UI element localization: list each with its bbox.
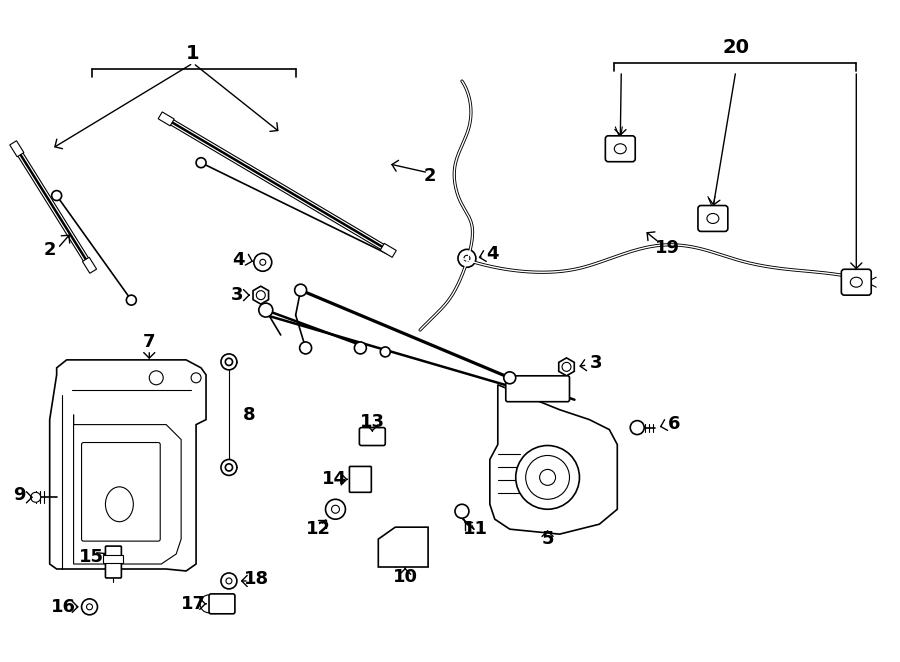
- Circle shape: [630, 420, 644, 434]
- Circle shape: [504, 372, 516, 384]
- Circle shape: [260, 260, 265, 265]
- Circle shape: [221, 459, 237, 475]
- Text: 16: 16: [51, 598, 76, 616]
- Ellipse shape: [105, 487, 133, 522]
- Circle shape: [225, 358, 232, 365]
- Text: 15: 15: [79, 548, 104, 566]
- Text: 3: 3: [590, 354, 603, 372]
- Text: 4: 4: [232, 252, 245, 269]
- Circle shape: [51, 191, 61, 201]
- Ellipse shape: [615, 144, 626, 154]
- Circle shape: [31, 493, 40, 502]
- Ellipse shape: [850, 277, 862, 287]
- Text: 14: 14: [322, 471, 347, 489]
- Circle shape: [221, 354, 237, 370]
- Circle shape: [562, 362, 571, 371]
- Circle shape: [149, 371, 163, 385]
- Polygon shape: [253, 286, 268, 304]
- Circle shape: [254, 254, 272, 271]
- FancyBboxPatch shape: [105, 546, 122, 578]
- Circle shape: [226, 578, 232, 584]
- Bar: [10, 141, 24, 157]
- FancyBboxPatch shape: [82, 442, 160, 541]
- Polygon shape: [490, 385, 617, 534]
- Circle shape: [82, 599, 97, 615]
- Circle shape: [86, 604, 93, 610]
- FancyBboxPatch shape: [349, 467, 372, 493]
- FancyBboxPatch shape: [698, 205, 728, 232]
- Text: 7: 7: [143, 333, 156, 351]
- Circle shape: [526, 455, 570, 499]
- Text: 17: 17: [181, 595, 205, 613]
- Bar: [104, 555, 123, 563]
- Circle shape: [221, 573, 237, 589]
- FancyBboxPatch shape: [359, 428, 385, 446]
- Circle shape: [259, 303, 273, 317]
- Circle shape: [455, 504, 469, 518]
- Circle shape: [256, 291, 266, 300]
- Circle shape: [355, 342, 366, 354]
- Circle shape: [300, 342, 311, 354]
- Polygon shape: [559, 358, 574, 376]
- Text: 1: 1: [186, 44, 200, 63]
- Text: 12: 12: [306, 520, 331, 538]
- Text: 5: 5: [541, 530, 554, 548]
- Circle shape: [464, 256, 470, 261]
- Text: 4: 4: [487, 246, 500, 263]
- Circle shape: [326, 499, 346, 519]
- Circle shape: [540, 469, 555, 485]
- Circle shape: [458, 250, 476, 267]
- FancyBboxPatch shape: [506, 376, 570, 402]
- Text: 20: 20: [723, 38, 750, 57]
- Circle shape: [200, 595, 218, 613]
- Text: 2: 2: [424, 167, 436, 185]
- Text: 18: 18: [244, 570, 269, 588]
- Text: 2: 2: [43, 242, 56, 260]
- FancyBboxPatch shape: [842, 269, 871, 295]
- Circle shape: [294, 284, 307, 296]
- Circle shape: [196, 158, 206, 167]
- Text: 9: 9: [14, 487, 26, 504]
- Circle shape: [191, 373, 201, 383]
- Text: 13: 13: [360, 412, 385, 430]
- FancyBboxPatch shape: [209, 594, 235, 614]
- Text: 8: 8: [243, 406, 256, 424]
- Circle shape: [225, 464, 232, 471]
- Ellipse shape: [706, 214, 719, 224]
- Bar: [158, 112, 175, 126]
- FancyBboxPatch shape: [606, 136, 635, 162]
- Text: 10: 10: [392, 568, 418, 586]
- Circle shape: [381, 347, 391, 357]
- Circle shape: [516, 446, 580, 509]
- Polygon shape: [74, 414, 181, 564]
- Text: 19: 19: [654, 240, 680, 258]
- Bar: [380, 244, 396, 258]
- Text: 6: 6: [668, 414, 680, 432]
- Polygon shape: [50, 360, 206, 571]
- Text: 3: 3: [230, 286, 243, 304]
- Text: 11: 11: [464, 520, 489, 538]
- Circle shape: [331, 505, 339, 513]
- Circle shape: [126, 295, 136, 305]
- Bar: [83, 258, 96, 273]
- Polygon shape: [378, 527, 428, 567]
